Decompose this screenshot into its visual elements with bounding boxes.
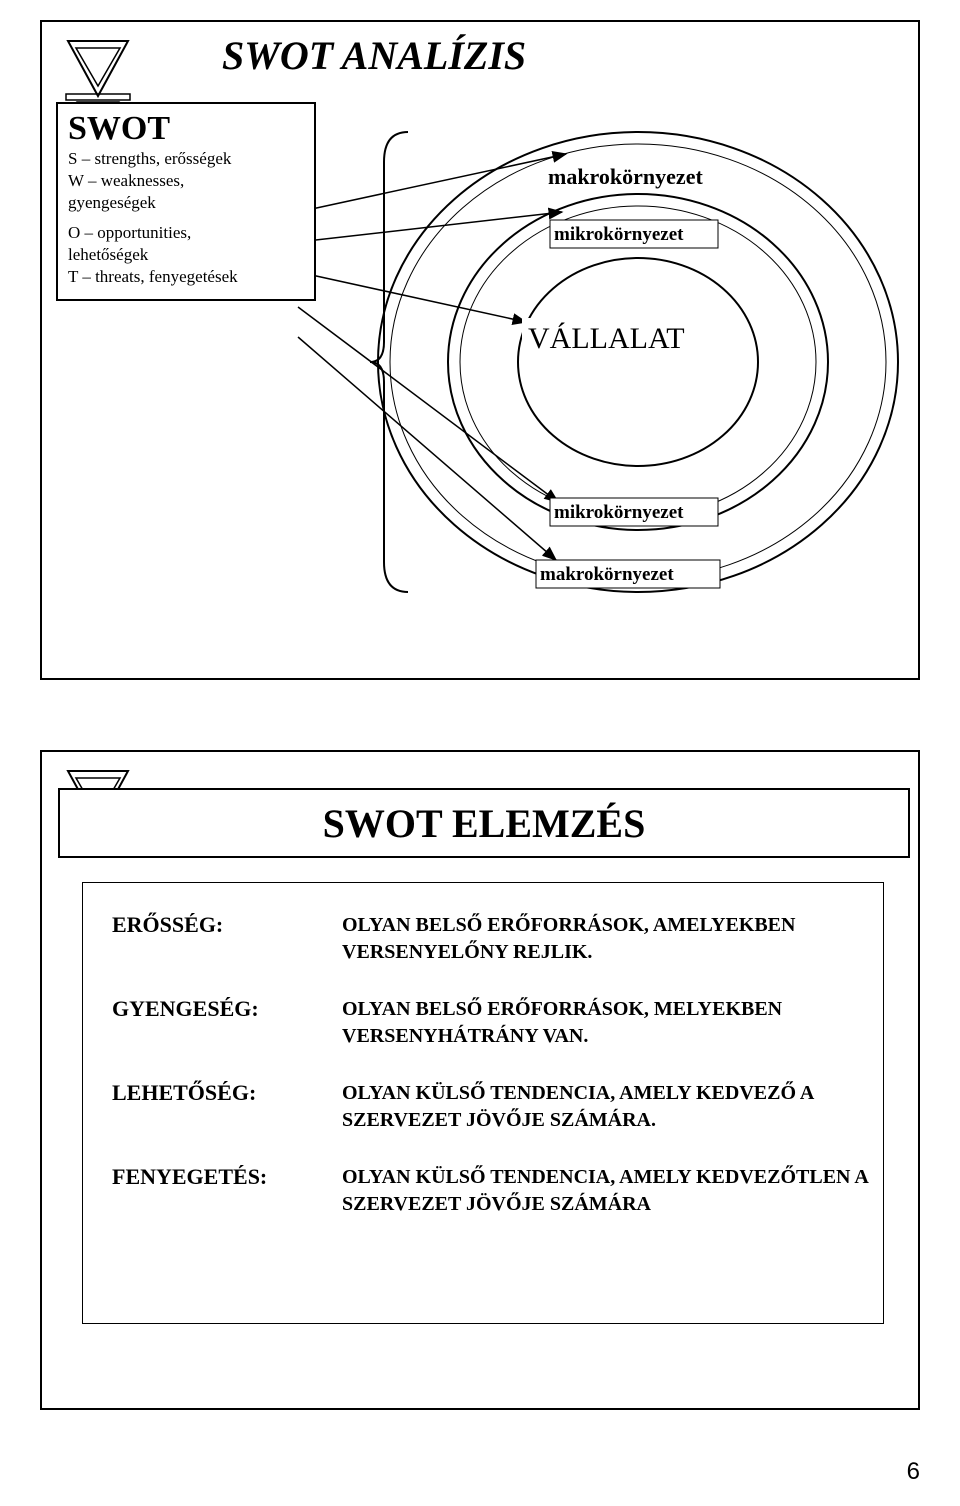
slide2-title: SWOT ELEMZÉS (323, 800, 646, 847)
svg-text:mikrokörnyezet: mikrokörnyezet (554, 502, 684, 523)
slide1-title: SWOT ANALÍZIS (222, 32, 526, 79)
svg-text:mikrokörnyezet: mikrokörnyezet (554, 224, 684, 245)
slide-2: SWOT ELEMZÉS ERŐSSÉG: OLYAN BELSŐ ERŐFOR… (40, 750, 920, 1410)
slide2-inner-frame (82, 882, 884, 1324)
page-number: 6 (907, 1458, 920, 1486)
slide-1: SWOT ANALÍZIS SWOT S – strengths, erőssé… (40, 20, 920, 680)
swot-heading: SWOT (68, 110, 304, 148)
svg-text:makrokörnyezet: makrokörnyezet (540, 564, 674, 585)
page: SWOT ANALÍZIS SWOT S – strengths, erőssé… (0, 0, 960, 1506)
swot-line-s: S – strengths, erősségek (68, 148, 304, 170)
svg-text:VÁLLALAT: VÁLLALAT (528, 322, 685, 355)
svg-text:makrokörnyezet: makrokörnyezet (548, 164, 703, 189)
swot-line-t: T – threats, fenyegetések (68, 266, 304, 288)
concentric-environment-diagram: makrokörnyezet mikrokörnyezet VÁLLALAT mikr… (318, 82, 898, 642)
swot-line-w: W – weaknesses, gyengeségek (68, 170, 304, 214)
slide2-title-box: SWOT ELEMZÉS (58, 788, 910, 858)
swot-legend-box: SWOT S – strengths, erősségek W – weakne… (56, 102, 316, 301)
swot-line-o: O – opportunities, lehetőségek (68, 222, 304, 266)
